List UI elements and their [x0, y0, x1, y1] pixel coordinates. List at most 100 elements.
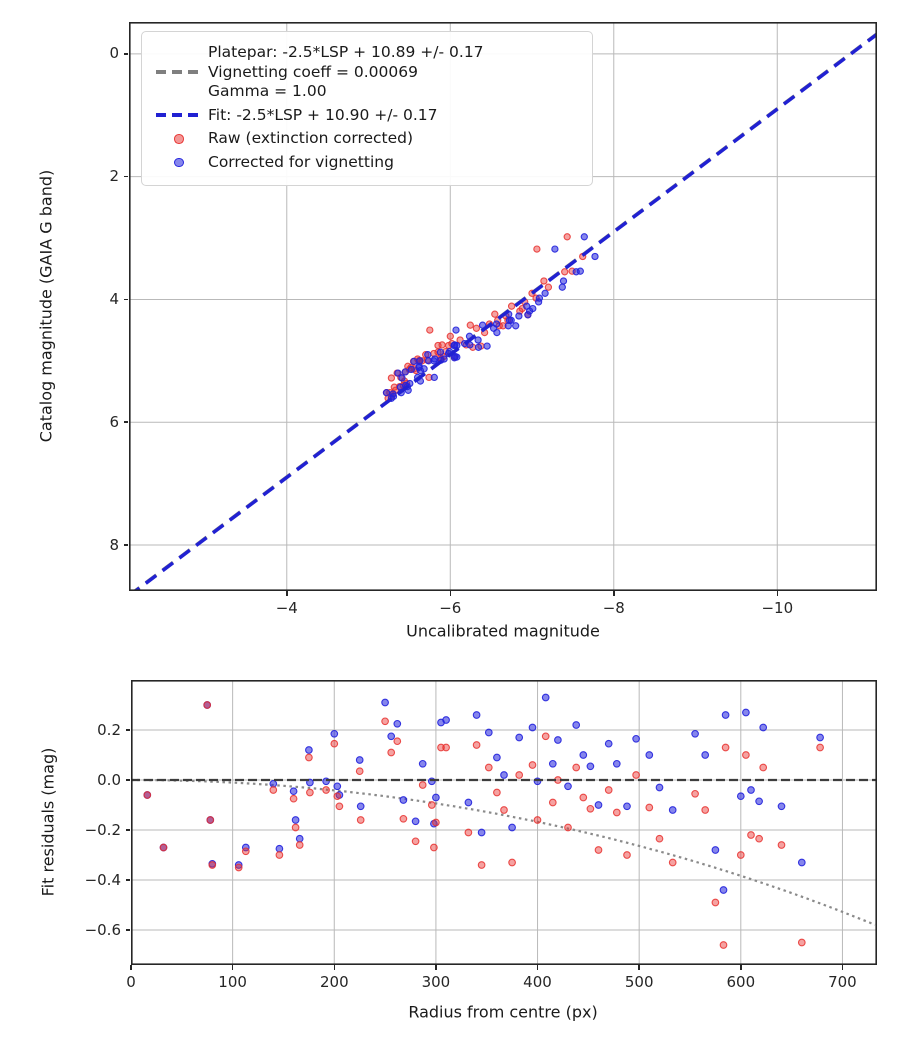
data-point-raw — [399, 814, 408, 823]
data-point-corrected — [559, 277, 568, 285]
data-point-corrected — [450, 354, 459, 362]
data-point-corrected — [668, 806, 677, 814]
data-point-raw — [632, 771, 640, 779]
data-point-raw — [736, 851, 745, 859]
y-tick-label: −0.6 — [84, 920, 121, 939]
data-point-corrected — [418, 759, 427, 768]
data-point-corrected — [275, 844, 284, 853]
x-tick-label: 300 — [421, 973, 451, 991]
x-tick-label: 500 — [624, 973, 654, 991]
data-point-raw — [477, 861, 486, 869]
data-point-corrected — [472, 711, 481, 719]
legend-platepar-line3: Gamma = 1.00 — [208, 82, 327, 100]
data-point-corrected — [816, 733, 824, 742]
data-point-corrected — [580, 233, 588, 241]
data-point-corrected — [474, 336, 482, 344]
data-point-corrected — [451, 341, 459, 349]
data-point-raw — [305, 753, 313, 762]
data-point-corrected — [572, 721, 581, 729]
data-point-raw — [143, 791, 152, 799]
x-tick-label: 700 — [828, 973, 857, 991]
data-point-corrected — [554, 736, 562, 744]
data-point-corrected — [645, 751, 654, 759]
y-tick-mark — [125, 879, 130, 881]
data-point-raw — [508, 858, 516, 867]
data-point-corrected — [512, 322, 520, 330]
data-point-corrected — [655, 783, 664, 792]
data-point-corrected — [484, 728, 493, 737]
data-point-raw — [159, 843, 168, 852]
data-point-raw — [572, 763, 581, 772]
data-point-raw — [427, 801, 436, 809]
data-point-corrected — [747, 786, 755, 794]
data-point-raw — [747, 831, 755, 839]
data-point-raw — [777, 841, 786, 849]
data-point-raw — [491, 310, 499, 318]
legend-corrected-label: Corrected for vignetting — [208, 152, 394, 171]
data-point-corrected — [797, 858, 806, 867]
data-point-corrected — [691, 729, 699, 738]
data-point-raw — [586, 804, 595, 813]
y-tick-mark — [125, 729, 130, 731]
data-point-corrected — [529, 304, 537, 313]
data-point-raw — [515, 771, 524, 779]
data-point-corrected — [411, 817, 420, 826]
data-point-corrected — [493, 753, 501, 762]
x-tick-mark — [613, 591, 615, 596]
data-point-corrected — [551, 245, 559, 253]
x-tick-mark — [286, 591, 288, 596]
data-point-raw — [816, 743, 824, 752]
x-tick-mark — [449, 591, 452, 596]
data-point-corrected — [759, 723, 768, 732]
data-point-raw — [387, 374, 396, 382]
data-point-corrected — [401, 368, 409, 376]
data-point-raw — [295, 841, 304, 849]
data-point-corrected — [464, 798, 473, 807]
data-point-corrected — [777, 802, 786, 811]
x-tick-label: 400 — [523, 973, 552, 991]
x-tick-mark — [130, 965, 132, 970]
data-point-corrected — [500, 771, 508, 779]
data-point-corrected — [541, 289, 549, 297]
data-point-corrected — [483, 342, 491, 350]
top-y-axis-label: Catalog magnitude (GAIA G band) — [36, 169, 56, 443]
data-point-raw — [564, 823, 572, 832]
data-point-raw — [203, 701, 212, 709]
data-point-corrected — [591, 252, 599, 261]
data-point-corrected — [382, 389, 391, 397]
data-point-corrected — [564, 782, 572, 791]
x-tick-mark — [740, 965, 742, 970]
data-point-corrected — [407, 365, 416, 374]
data-point-corrected — [381, 698, 389, 707]
data-point-corrected — [535, 294, 544, 302]
data-point-corrected — [632, 734, 640, 743]
data-point-raw — [594, 846, 603, 854]
fit-dashed-line-swatch — [156, 113, 202, 118]
axes-spines — [131, 680, 877, 965]
data-point-raw — [759, 763, 768, 772]
data-point-corrected — [431, 355, 439, 363]
top-x-axis-label: Uncalibrated magnitude — [406, 621, 600, 641]
x-tick-label: 100 — [218, 973, 247, 991]
data-point-corrected — [330, 729, 339, 738]
data-point-raw — [544, 283, 553, 291]
legend-fit-label: Fit: -2.5*LSP + 10.90 +/- 0.17 — [208, 105, 438, 124]
data-point-raw — [426, 326, 434, 334]
x-tick-label: 600 — [726, 973, 756, 991]
y-tick-label: 8 — [109, 535, 119, 554]
data-point-corrected — [399, 796, 408, 804]
data-point-raw — [645, 803, 654, 812]
data-point-raw — [393, 737, 402, 746]
y-tick-mark — [123, 53, 128, 55]
data-point-raw — [507, 302, 516, 310]
y-tick-label: 0.0 — [97, 770, 121, 789]
data-point-corrected — [430, 373, 438, 382]
raw-marker-swatch — [174, 134, 184, 144]
data-point-corrected — [586, 762, 595, 771]
legend-platepar-line1: Platepar: -2.5*LSP + 10.89 +/- 0.17 — [208, 43, 484, 61]
data-point-raw — [579, 793, 588, 802]
fit-line — [132, 32, 877, 591]
data-point-raw — [533, 816, 542, 824]
x-tick-mark — [841, 965, 844, 970]
data-point-corrected — [721, 711, 730, 719]
